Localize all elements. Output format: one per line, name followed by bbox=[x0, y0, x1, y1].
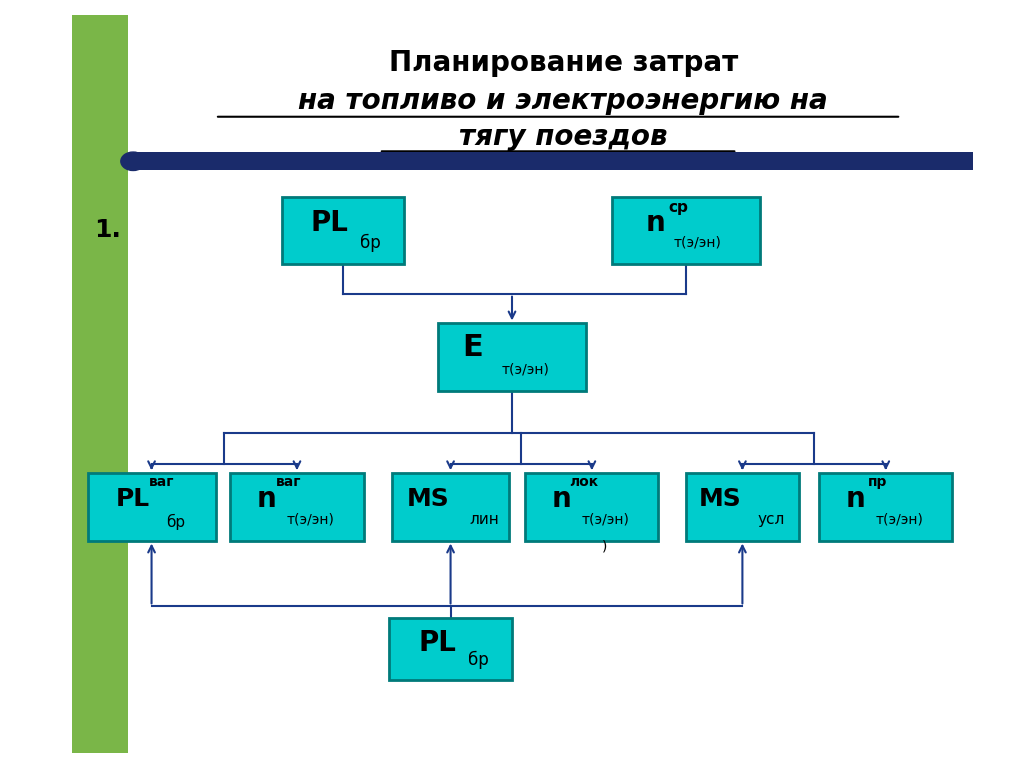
Text: MS: MS bbox=[698, 487, 741, 511]
Text: PL: PL bbox=[311, 209, 348, 237]
FancyBboxPatch shape bbox=[391, 473, 510, 541]
FancyBboxPatch shape bbox=[819, 473, 952, 541]
Text: усл: усл bbox=[758, 511, 785, 527]
Circle shape bbox=[121, 152, 145, 170]
Text: ср: ср bbox=[668, 200, 688, 215]
Text: ): ) bbox=[602, 540, 607, 554]
FancyBboxPatch shape bbox=[389, 618, 512, 680]
Text: лок: лок bbox=[569, 475, 598, 489]
Text: 1.: 1. bbox=[94, 218, 121, 243]
Text: E: E bbox=[463, 333, 483, 362]
Text: n: n bbox=[845, 485, 865, 513]
Text: n: n bbox=[256, 485, 276, 513]
FancyBboxPatch shape bbox=[525, 473, 658, 541]
Text: бр: бр bbox=[166, 514, 185, 531]
Text: т(э/эн): т(э/эн) bbox=[502, 362, 550, 376]
FancyBboxPatch shape bbox=[56, 4, 1019, 764]
Text: n: n bbox=[645, 209, 666, 237]
Text: бр: бр bbox=[468, 650, 488, 669]
Text: n: n bbox=[551, 485, 571, 513]
FancyBboxPatch shape bbox=[230, 473, 364, 541]
Text: тягу поездов: тягу поездов bbox=[459, 123, 668, 151]
FancyBboxPatch shape bbox=[612, 197, 760, 264]
Text: т(э/эн): т(э/эн) bbox=[582, 512, 630, 526]
FancyBboxPatch shape bbox=[438, 323, 586, 391]
Text: т(э/эн): т(э/эн) bbox=[287, 512, 335, 526]
Text: лин: лин bbox=[469, 511, 499, 527]
Text: ваг: ваг bbox=[150, 475, 174, 489]
Text: ваг: ваг bbox=[276, 475, 301, 489]
FancyBboxPatch shape bbox=[686, 473, 799, 541]
Text: Планирование затрат: Планирование затрат bbox=[388, 49, 738, 77]
FancyBboxPatch shape bbox=[282, 197, 404, 264]
Text: на топливо и электроэнергию на: на топливо и электроэнергию на bbox=[298, 88, 828, 115]
Bar bbox=[72, 15, 128, 753]
FancyBboxPatch shape bbox=[87, 473, 215, 541]
Text: пр: пр bbox=[868, 475, 887, 489]
Text: бр: бр bbox=[360, 233, 381, 252]
Text: т(э/эн): т(э/эн) bbox=[674, 236, 722, 250]
Text: 2.: 2. bbox=[94, 479, 121, 504]
Text: MS: MS bbox=[407, 487, 450, 511]
Text: PL: PL bbox=[116, 487, 151, 511]
Text: PL: PL bbox=[419, 629, 456, 657]
Bar bbox=[133, 152, 973, 170]
Text: т(э/эн): т(э/эн) bbox=[876, 512, 924, 526]
